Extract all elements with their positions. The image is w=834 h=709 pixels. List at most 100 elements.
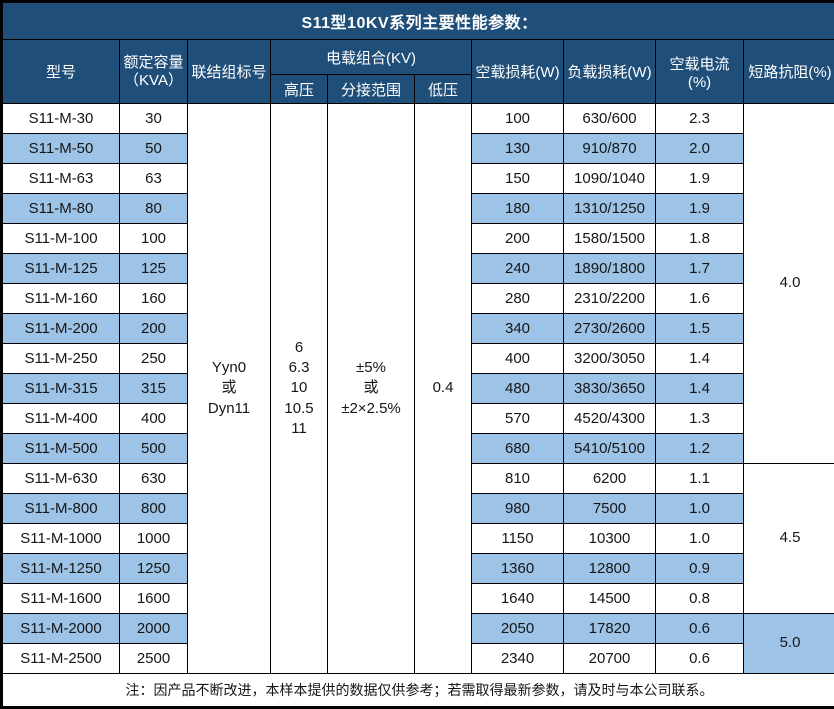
cell-no-load-loss: 400 bbox=[472, 344, 564, 374]
cell-no-load-loss: 150 bbox=[472, 164, 564, 194]
column-header-capacity: 额定容量 （KVA） bbox=[120, 40, 188, 104]
cell-capacity: 125 bbox=[120, 254, 188, 284]
cell-model: S11-M-160 bbox=[3, 284, 120, 314]
cell-no-load-current: 2.3 bbox=[656, 104, 744, 134]
cell-model: S11-M-50 bbox=[3, 134, 120, 164]
cell-model: S11-M-63 bbox=[3, 164, 120, 194]
page-title: S11型10KV系列主要性能参数： bbox=[3, 3, 834, 40]
cell-load-loss: 7500 bbox=[564, 494, 656, 524]
cell-load-loss: 20700 bbox=[564, 644, 656, 674]
cell-model: S11-M-1000 bbox=[3, 524, 120, 554]
column-header-no-load-loss: 空载损耗(W) bbox=[472, 40, 564, 104]
cell-impedance: 4.0 bbox=[744, 104, 834, 464]
cell-no-load-loss: 1640 bbox=[472, 584, 564, 614]
cell-no-load-current: 1.0 bbox=[656, 524, 744, 554]
cell-no-load-loss: 180 bbox=[472, 194, 564, 224]
cell-load-loss: 6200 bbox=[564, 464, 656, 494]
cell-capacity: 250 bbox=[120, 344, 188, 374]
cell-load-loss: 2310/2200 bbox=[564, 284, 656, 314]
capacity-header-line1: 额定容量 bbox=[122, 54, 185, 71]
cell-load-loss: 4520/4300 bbox=[564, 404, 656, 434]
column-header-model: 型号 bbox=[3, 40, 120, 104]
cell-load-loss: 2730/2600 bbox=[564, 314, 656, 344]
cell-no-load-current: 0.6 bbox=[656, 644, 744, 674]
cell-capacity: 80 bbox=[120, 194, 188, 224]
cell-no-load-loss: 100 bbox=[472, 104, 564, 134]
cell-model: S11-M-2500 bbox=[3, 644, 120, 674]
cell-no-load-loss: 680 bbox=[472, 434, 564, 464]
cell-capacity: 315 bbox=[120, 374, 188, 404]
cell-capacity: 1250 bbox=[120, 554, 188, 584]
cell-load-loss: 14500 bbox=[564, 584, 656, 614]
cell-no-load-loss: 570 bbox=[472, 404, 564, 434]
cell-capacity: 630 bbox=[120, 464, 188, 494]
cell-capacity: 100 bbox=[120, 224, 188, 254]
footer-row: 注：因产品不断改进，本样本提供的数据仅供参考；若需取得最新参数，请及时与本公司联… bbox=[3, 674, 834, 707]
cell-capacity: 63 bbox=[120, 164, 188, 194]
cell-model: S11-M-1250 bbox=[3, 554, 120, 584]
cell-impedance: 4.5 bbox=[744, 464, 834, 614]
cell-no-load-loss: 130 bbox=[472, 134, 564, 164]
cell-no-load-current: 1.3 bbox=[656, 404, 744, 434]
cell-model: S11-M-1600 bbox=[3, 584, 120, 614]
column-header-load-loss: 负载损耗(W) bbox=[564, 40, 656, 104]
cell-load-loss: 1090/1040 bbox=[564, 164, 656, 194]
cell-no-load-loss: 810 bbox=[472, 464, 564, 494]
cell-load-loss: 3830/3650 bbox=[564, 374, 656, 404]
cell-capacity: 200 bbox=[120, 314, 188, 344]
cell-no-load-current: 1.1 bbox=[656, 464, 744, 494]
cell-no-load-loss: 340 bbox=[472, 314, 564, 344]
cell-capacity: 160 bbox=[120, 284, 188, 314]
cell-no-load-loss: 240 bbox=[472, 254, 564, 284]
cell-no-load-current: 1.2 bbox=[656, 434, 744, 464]
cell-model: S11-M-500 bbox=[3, 434, 120, 464]
capacity-header-line2: （KVA） bbox=[122, 72, 185, 89]
cell-capacity: 1000 bbox=[120, 524, 188, 554]
cell-no-load-current: 1.0 bbox=[656, 494, 744, 524]
cell-model: S11-M-100 bbox=[3, 224, 120, 254]
cell-no-load-current: 0.6 bbox=[656, 614, 744, 644]
cell-no-load-current: 0.9 bbox=[656, 554, 744, 584]
footer-note: 注：因产品不断改进，本样本提供的数据仅供参考；若需取得最新参数，请及时与本公司联… bbox=[3, 674, 834, 707]
column-header-impedance: 短路抗阻(%) bbox=[744, 40, 834, 104]
cell-model: S11-M-200 bbox=[3, 314, 120, 344]
cell-load-loss: 3200/3050 bbox=[564, 344, 656, 374]
column-header-voltage-group: 电载组合(KV) bbox=[271, 40, 472, 75]
cell-load-loss: 17820 bbox=[564, 614, 656, 644]
cell-no-load-loss: 200 bbox=[472, 224, 564, 254]
cell-no-load-current: 1.8 bbox=[656, 224, 744, 254]
cell-load-loss: 1310/1250 bbox=[564, 194, 656, 224]
cell-no-load-current: 2.0 bbox=[656, 134, 744, 164]
header-row-1: 型号 额定容量 （KVA） 联结组标号 电载组合(KV) 空载损耗(W) 负载损… bbox=[3, 40, 834, 75]
cell-model: S11-M-630 bbox=[3, 464, 120, 494]
cell-no-load-loss: 2050 bbox=[472, 614, 564, 644]
cell-model: S11-M-80 bbox=[3, 194, 120, 224]
cell-load-loss: 910/870 bbox=[564, 134, 656, 164]
cell-no-load-current: 1.4 bbox=[656, 344, 744, 374]
cell-no-load-loss: 1150 bbox=[472, 524, 564, 554]
cell-capacity: 800 bbox=[120, 494, 188, 524]
cell-model: S11-M-315 bbox=[3, 374, 120, 404]
cell-tap-range: ±5%或±2×2.5% bbox=[328, 104, 415, 674]
cell-model: S11-M-800 bbox=[3, 494, 120, 524]
cell-impedance: 5.0 bbox=[744, 614, 834, 674]
cell-no-load-loss: 280 bbox=[472, 284, 564, 314]
cell-no-load-current: 0.8 bbox=[656, 584, 744, 614]
cell-lv: 0.4 bbox=[415, 104, 472, 674]
cell-load-loss: 5410/5100 bbox=[564, 434, 656, 464]
cell-load-loss: 630/600 bbox=[564, 104, 656, 134]
cell-no-load-loss: 1360 bbox=[472, 554, 564, 584]
cell-model: S11-M-2000 bbox=[3, 614, 120, 644]
cell-no-load-current: 1.7 bbox=[656, 254, 744, 284]
cell-model: S11-M-125 bbox=[3, 254, 120, 284]
column-header-lv: 低压 bbox=[415, 75, 472, 104]
cell-load-loss: 12800 bbox=[564, 554, 656, 584]
column-header-no-load-current: 空载电流(%) bbox=[656, 40, 744, 104]
cell-capacity: 2500 bbox=[120, 644, 188, 674]
